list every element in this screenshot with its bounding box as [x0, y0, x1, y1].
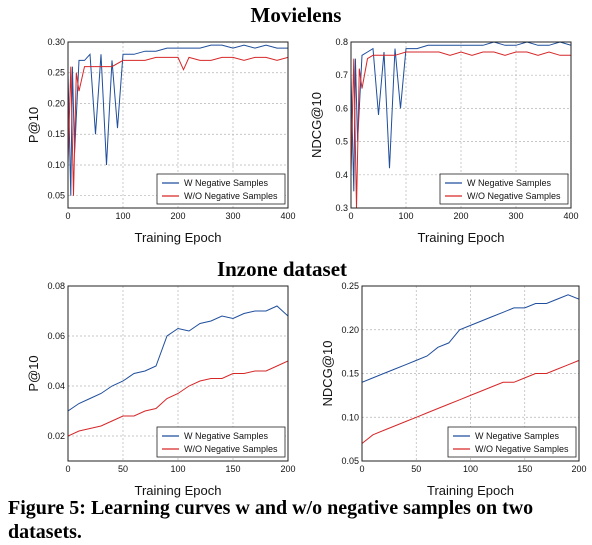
- x-tick-label: 50: [411, 464, 421, 474]
- y-tick-label: 0.06: [47, 331, 65, 341]
- y-tick-label: 0.25: [47, 68, 65, 78]
- plot-frame: [350, 41, 572, 209]
- series-line-without-negative: [351, 51, 571, 208]
- legend-box: [439, 173, 569, 205]
- chart-grid: 0 100 200 300 4000.050.100.150.200.250.30Tra…: [26, 37, 587, 498]
- y-tick-label: 0.10: [341, 412, 359, 422]
- legend-label: W Negative Samples: [184, 431, 269, 441]
- chart-1: 0 100 200 300 400 0.05 0.10 0.15 0.20 0.25 0.30 Tra…: [26, 37, 296, 245]
- y-tick-label: 0.6: [335, 103, 348, 113]
- chart-3: 0 50 100 150 200 0.02 0.04 0.06 0.08 Training Epo…: [26, 281, 296, 498]
- y-tick-label: 0.3: [335, 203, 348, 213]
- y-tick-label: 0.7: [335, 70, 348, 80]
- series-line-with-negative: [362, 294, 579, 383]
- x-tick-label: 50: [118, 464, 128, 474]
- y-tick-label: 0.05: [47, 191, 65, 201]
- legend-label: W/O Negative Samples: [467, 191, 561, 201]
- figure-caption: Figure 5: Learning curves w and w/o nega…: [8, 497, 534, 543]
- y-axis-label: P@10: [26, 107, 41, 143]
- y-tick-label: 0.08: [47, 281, 65, 291]
- legend-label: W Negative Samples: [184, 178, 269, 188]
- x-tick-label: 0: [359, 464, 364, 474]
- x-tick-label: 400: [563, 211, 578, 221]
- x-tick-label: 150: [517, 464, 532, 474]
- plot-frame: [67, 41, 289, 209]
- x-tick-label: 0: [348, 211, 353, 221]
- x-tick-label: 300: [508, 211, 523, 221]
- chart-2: 0 100 200 300 400 0.3 0.4 0.5 0.6 0.7 0.8 Training …: [309, 37, 579, 245]
- series-line-without-negative: [68, 56, 288, 196]
- plot-frame: [67, 285, 289, 462]
- chart-4: 0 50 100 150 200 0.05 0.10 0.15 0.20 0.25 Training…: [320, 281, 587, 498]
- section-title-movielens: Movielens: [251, 3, 342, 27]
- y-axis-label: NDCG@10: [309, 92, 324, 158]
- y-tick-label: 0.10: [47, 160, 65, 170]
- y-tick-label: 0.30: [47, 37, 65, 47]
- plot-frame: [361, 285, 580, 462]
- series-line-without-negative: [68, 360, 288, 437]
- x-axis-label: Training Epoch: [418, 230, 505, 245]
- legend-label: W Negative Samples: [475, 431, 560, 441]
- y-tick-label: 0.20: [47, 98, 65, 108]
- legend: W Negative Samples W/O Negative Samples: [156, 426, 286, 458]
- y-tick-label: 0.15: [47, 129, 65, 139]
- series-line-with-negative: [351, 42, 571, 192]
- y-axis-label: P@10: [26, 355, 41, 391]
- x-tick-label: 300: [225, 211, 240, 221]
- legend: W Negative Samples W/O Negative Samples: [156, 173, 286, 205]
- legend-box: [156, 173, 286, 205]
- x-tick-label: 200: [280, 464, 295, 474]
- x-tick-label: 200: [571, 464, 586, 474]
- series-line-with-negative: [68, 305, 288, 412]
- x-axis-label: Training Epoch: [135, 483, 222, 498]
- y-tick-label: 0.20: [341, 325, 359, 335]
- x-tick-label: 200: [170, 211, 185, 221]
- legend: W Negative Samples W/O Negative Samples: [439, 173, 569, 205]
- y-axis-label: NDCG@10: [320, 341, 335, 407]
- x-axis-label: Training Epoch: [427, 483, 514, 498]
- y-tick-label: 0.02: [47, 431, 65, 441]
- legend-box: [447, 426, 577, 458]
- x-tick-label: 100: [115, 211, 130, 221]
- x-tick-label: 100: [398, 211, 413, 221]
- y-tick-label: 0.8: [335, 37, 348, 47]
- series-line-without-negative: [362, 359, 579, 444]
- y-tick-label: 0.25: [341, 281, 359, 291]
- y-tick-label: 0.04: [47, 381, 65, 391]
- x-tick-label: 0: [65, 211, 70, 221]
- series-line-with-negative: [68, 44, 288, 196]
- legend: W Negative Samples W/O Negative Samples: [447, 426, 577, 458]
- y-tick-label: 0.5: [335, 137, 348, 147]
- legend-label: W/O Negative Samples: [184, 444, 278, 454]
- legend-box: [156, 426, 286, 458]
- x-tick-label: 400: [280, 211, 295, 221]
- legend-label: W/O Negative Samples: [184, 191, 278, 201]
- x-tick-label: 0: [65, 464, 70, 474]
- x-tick-label: 100: [170, 464, 185, 474]
- y-tick-label: 0.4: [335, 170, 348, 180]
- section-title-inzone: Inzone dataset: [217, 257, 347, 281]
- x-tick-label: 150: [225, 464, 240, 474]
- y-tick-label: 0.15: [341, 369, 359, 379]
- legend-label: W/O Negative Samples: [475, 444, 569, 454]
- x-tick-label: 200: [453, 211, 468, 221]
- x-axis-label: Training Epoch: [135, 230, 222, 245]
- y-tick-label: 0.05: [341, 456, 359, 466]
- x-tick-label: 100: [463, 464, 478, 474]
- legend-label: W Negative Samples: [467, 178, 552, 188]
